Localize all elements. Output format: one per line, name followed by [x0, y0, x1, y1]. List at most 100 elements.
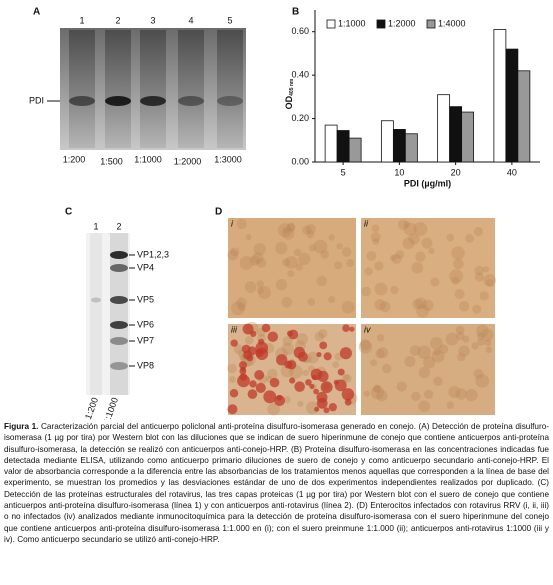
cell — [411, 261, 424, 274]
cell — [473, 227, 484, 237]
cell — [462, 335, 470, 343]
cell — [364, 267, 373, 276]
cell — [334, 261, 343, 270]
cell — [281, 296, 293, 308]
panel-letter: D — [215, 207, 222, 218]
cell — [421, 237, 433, 249]
cell — [302, 225, 312, 235]
lane-number: 3 — [150, 15, 155, 25]
cell — [481, 328, 494, 342]
cell — [431, 349, 445, 363]
cell — [472, 304, 482, 314]
band-label: VP7 — [137, 335, 154, 345]
lane-number: 1 — [93, 221, 98, 231]
cell — [423, 389, 434, 399]
dilution-label: 1:1000 — [134, 154, 162, 164]
cell — [281, 342, 294, 355]
dilution-label: 1:3000 — [214, 154, 242, 164]
cell — [411, 391, 421, 402]
stained-cell — [337, 368, 345, 376]
image-label: iii — [231, 324, 238, 334]
stained-cell — [309, 383, 315, 390]
cell — [403, 222, 417, 236]
dilution-label: 1:200 — [63, 154, 86, 164]
stained-cell — [238, 361, 248, 370]
blot-lane — [105, 30, 131, 148]
stained-cell — [294, 381, 305, 392]
cell — [445, 332, 459, 346]
cell — [372, 237, 380, 245]
cell — [438, 344, 449, 354]
cell — [371, 224, 380, 233]
cell — [239, 256, 254, 270]
cell — [404, 355, 416, 368]
cell — [409, 345, 421, 356]
stained-cell — [293, 346, 306, 359]
cell — [484, 339, 492, 347]
stained-cell — [314, 406, 320, 412]
cell — [282, 227, 290, 234]
cell — [249, 255, 260, 266]
cell — [370, 232, 381, 242]
cell — [302, 369, 309, 377]
cell — [485, 346, 493, 354]
y-axis-label-sub: 405 nm — [289, 78, 295, 96]
micrograph — [361, 218, 495, 318]
cell — [430, 277, 440, 287]
cell — [476, 332, 485, 340]
cell — [471, 342, 479, 350]
cell — [458, 345, 470, 357]
lane-number: 5 — [227, 15, 232, 25]
cell — [455, 388, 467, 400]
cell — [282, 227, 295, 240]
legend-swatch — [326, 19, 336, 29]
cell — [453, 258, 464, 270]
blot-lane — [69, 30, 95, 148]
x-tick-label: 5 — [341, 167, 346, 177]
y-axis-label: OD405 nm — [284, 78, 295, 109]
cell — [294, 248, 302, 257]
y-tick-label: 0.00 — [291, 156, 309, 166]
stained-cell — [255, 347, 269, 361]
cell — [474, 265, 484, 276]
cell — [376, 334, 385, 342]
cell — [483, 274, 497, 287]
dilution-label: 1:200 — [83, 396, 100, 420]
stained-cell — [323, 352, 332, 361]
x-axis-label: PDI (µg/ml) — [404, 178, 451, 188]
blot-band — [69, 96, 95, 106]
cell — [358, 340, 373, 354]
cell — [474, 272, 484, 282]
bar — [324, 124, 338, 163]
cell — [229, 376, 236, 383]
cell — [298, 252, 311, 265]
cell — [346, 259, 355, 267]
cell — [359, 339, 371, 351]
cell — [231, 301, 245, 316]
cell — [479, 291, 489, 301]
lane-number: 1 — [79, 15, 84, 25]
cell — [486, 278, 494, 287]
bar — [449, 106, 463, 163]
cell — [395, 250, 405, 259]
cell — [454, 288, 465, 299]
cell — [285, 256, 298, 269]
panel-letter: C — [65, 207, 72, 218]
cell — [297, 400, 304, 407]
cell — [230, 247, 240, 257]
cell — [455, 325, 465, 335]
cell — [417, 345, 432, 360]
stained-cell — [328, 403, 337, 412]
x-tick-label: 40 — [507, 167, 517, 177]
blot-band — [140, 96, 166, 106]
cell — [412, 298, 423, 310]
cell — [258, 286, 271, 299]
stained-cell — [339, 347, 352, 360]
legend-label: 1:4000 — [438, 18, 466, 28]
stained-cell — [286, 330, 293, 337]
stained-cell — [269, 377, 280, 388]
cell — [374, 299, 386, 311]
cell — [389, 254, 397, 262]
cell — [244, 281, 257, 293]
band-label: VP4 — [137, 262, 154, 272]
